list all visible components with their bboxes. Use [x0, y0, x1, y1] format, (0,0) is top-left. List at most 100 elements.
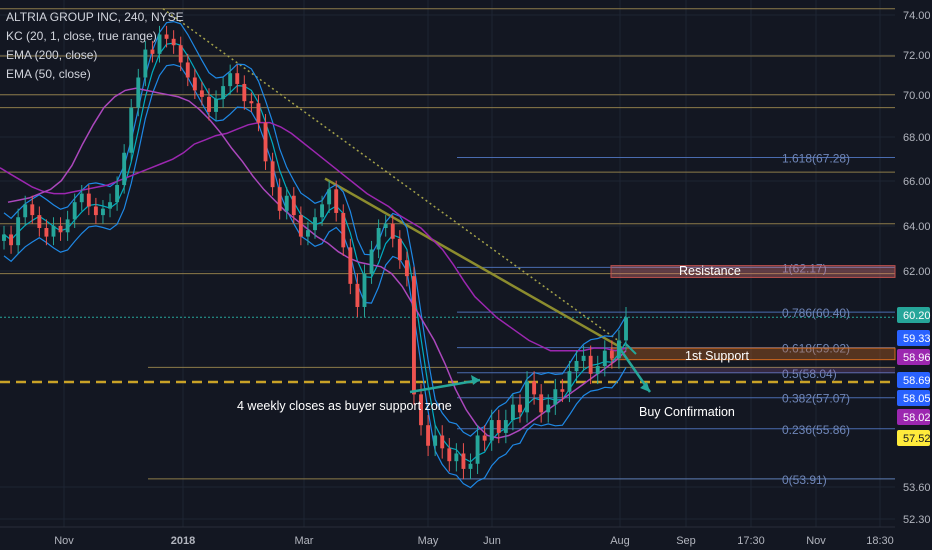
candle-body	[44, 228, 49, 237]
candle-body	[383, 223, 388, 228]
candle-body	[348, 247, 353, 284]
candle-body	[560, 389, 565, 392]
fib-level-label: 1.618(67.28)	[782, 151, 850, 165]
candle-body	[489, 420, 494, 441]
ema-200-line	[0, 121, 627, 352]
fib-level-label: 0.382(57.07)	[782, 392, 850, 406]
price-axis-tick: 64.00	[903, 221, 931, 233]
candle-body	[397, 238, 402, 261]
candle-body	[51, 225, 56, 237]
candle-body	[362, 273, 367, 307]
candle-body	[79, 193, 84, 203]
support-arrow-head	[471, 375, 480, 385]
candle-body	[376, 228, 381, 250]
candle-body	[440, 435, 445, 449]
candle-body	[553, 389, 558, 405]
price-tag-bg	[897, 409, 930, 425]
candle-body	[37, 215, 42, 228]
time-axis-tick: 2018	[171, 535, 195, 547]
buy-confirmation-arrow-head	[640, 382, 650, 392]
price-tag-bg	[897, 307, 930, 323]
candle-body	[129, 107, 134, 153]
price-axis-tick: 74.00	[903, 10, 931, 22]
candle-body	[23, 204, 28, 218]
candle-body	[313, 217, 317, 231]
candle-body	[235, 73, 240, 84]
trend-line	[324, 177, 623, 350]
candle-body	[101, 208, 105, 216]
breakout-arrow	[625, 343, 637, 355]
annotation-first-support: 1st Support	[685, 349, 749, 363]
candle-body	[150, 49, 155, 54]
support-zone	[610, 347, 896, 361]
keltner-lower-band	[3, 63, 627, 489]
price-tag-bg	[897, 330, 930, 346]
candle-body	[412, 276, 416, 395]
price-tag-label: 59.33	[903, 333, 931, 345]
candle-body	[447, 448, 452, 462]
candle-body	[72, 202, 77, 220]
candle-body	[284, 195, 289, 211]
candle-body	[510, 404, 515, 421]
price-axis-tick: 68.00	[903, 132, 931, 144]
candle-body	[171, 38, 176, 46]
fib-level-label: 0.236(55.86)	[782, 423, 850, 437]
candle-body	[496, 420, 501, 433]
price-tag-label: 58.02	[903, 412, 931, 424]
indicator-ema200: EMA (200, close)	[6, 48, 98, 62]
candle-body	[9, 234, 14, 246]
candle-body	[242, 83, 247, 102]
candle-body	[334, 189, 339, 213]
indicator-keltner: KC (20, 1, close, true range)	[6, 29, 157, 43]
candle-body	[546, 404, 551, 413]
candle-body	[86, 193, 91, 207]
candle-body	[263, 122, 268, 162]
time-axis-tick: 18:30	[866, 535, 894, 547]
candle-body	[355, 283, 360, 307]
candle-body	[390, 223, 395, 239]
price-tag-label: 60.20	[903, 310, 931, 322]
candle-body	[207, 96, 211, 112]
candle-body	[256, 103, 261, 123]
candle-body	[2, 234, 6, 241]
candle-body	[404, 260, 409, 277]
ema-50-line	[7, 87, 627, 439]
candle-body	[30, 204, 35, 216]
time-axis-tick: Aug	[610, 535, 630, 547]
candle-body	[341, 212, 346, 248]
candle-body	[461, 453, 466, 469]
time-axis-tick: 17:30	[737, 535, 765, 547]
time-axis-tick: May	[418, 535, 439, 547]
candle-body	[65, 219, 70, 233]
candle-body	[249, 101, 254, 104]
candle-body	[581, 355, 586, 361]
price-axis-tick: 52.30	[903, 514, 931, 526]
annotation-buyer-support-zone: 4 weekly closes as buyer support zone	[237, 399, 452, 413]
price-axis-tick: 70.00	[903, 90, 931, 102]
candle-body	[475, 435, 480, 464]
candle-body	[468, 463, 473, 469]
time-axis-tick: Nov	[806, 535, 826, 547]
candle-body	[16, 217, 21, 246]
candle-body	[298, 215, 303, 237]
support-zone-secondary	[630, 367, 895, 374]
symbol-header: ALTRIA GROUP INC, 240, NYSE	[6, 10, 184, 24]
candle-body	[157, 34, 162, 54]
price-axis-tick: 66.00	[903, 176, 931, 188]
candle-body	[93, 206, 98, 216]
price-tag-label: 57.52	[903, 433, 931, 445]
time-axis-tick: Mar	[295, 535, 314, 547]
candle-body	[518, 404, 522, 413]
candle-body	[305, 230, 310, 237]
time-axis-tick: Nov	[54, 535, 74, 547]
candle-body	[609, 350, 614, 359]
time-axis-tick: Jun	[483, 535, 501, 547]
candle-body	[327, 189, 332, 205]
indicator-ema50: EMA (50, close)	[6, 67, 91, 81]
price-axis-tick: 53.60	[903, 482, 931, 494]
candle-body	[532, 381, 537, 395]
fib-level-label: 0.786(60.40)	[782, 306, 850, 320]
candle-body	[164, 34, 169, 39]
